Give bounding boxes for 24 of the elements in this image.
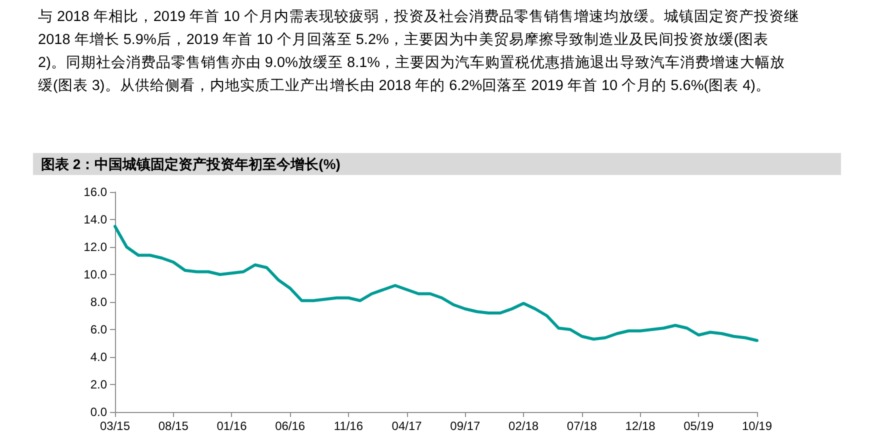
x-tick-label: 08/15 [158, 419, 189, 433]
x-tick-label: 09/17 [450, 419, 481, 433]
y-tick-label: 2.0 [90, 378, 108, 392]
y-tick-label: 4.0 [90, 350, 108, 364]
text: 与 2018 年相比，2019 年首 10 个月内需表现较疲弱，投资及社会消费品零售销售增速均放缓。城镇固定资产投资继 2018 年增长 5.9%后，2019 年首 10 个月回落至 5.2%，主要因为中美贸易摩擦导致制造业及民间投资放缓(图表 2)。同期社会消费品零售销售亦由 9.0%放缓至 8.1%，主要因为汽车购置税优惠措施退出导致汽车消费增速大幅放缓(图表 3)。从供给侧看，内地实质工业产出增长由 2018 年的 6.2%回落至 2019 年首 10 个月的 5.6%(图表 4)。 [38, 8, 800, 96]
x-tick-label: 02/18 [508, 419, 539, 433]
x-tick-label: 10/19 [742, 419, 772, 433]
line-series [114, 224, 758, 342]
chart-title: 图表 2：中国城镇固定资产投资年初至今增长(%) [33, 153, 841, 175]
x-tick-label: 06/16 [275, 419, 306, 433]
x-tick-label: 04/17 [392, 419, 422, 433]
x-tick-label: 01/16 [216, 419, 248, 433]
y-tick-label: 10.0 [84, 268, 108, 282]
y-tick-label: 0.0 [90, 405, 108, 419]
y-tick-label: 8.0 [90, 295, 108, 309]
y-tick-label: 12.0 [84, 240, 108, 254]
x-tick-label: 03/15 [100, 419, 130, 433]
x-tick-label: 12/18 [625, 419, 656, 433]
x-tick-label: 05/19 [684, 419, 714, 433]
y-tick-label: 14.0 [84, 212, 108, 226]
y-tick-label: 16.0 [84, 185, 108, 199]
x-tick-label: 07/18 [566, 419, 598, 433]
y-tick-label: 6.0 [90, 322, 108, 336]
x-tick-label: 11/16 [334, 419, 364, 433]
